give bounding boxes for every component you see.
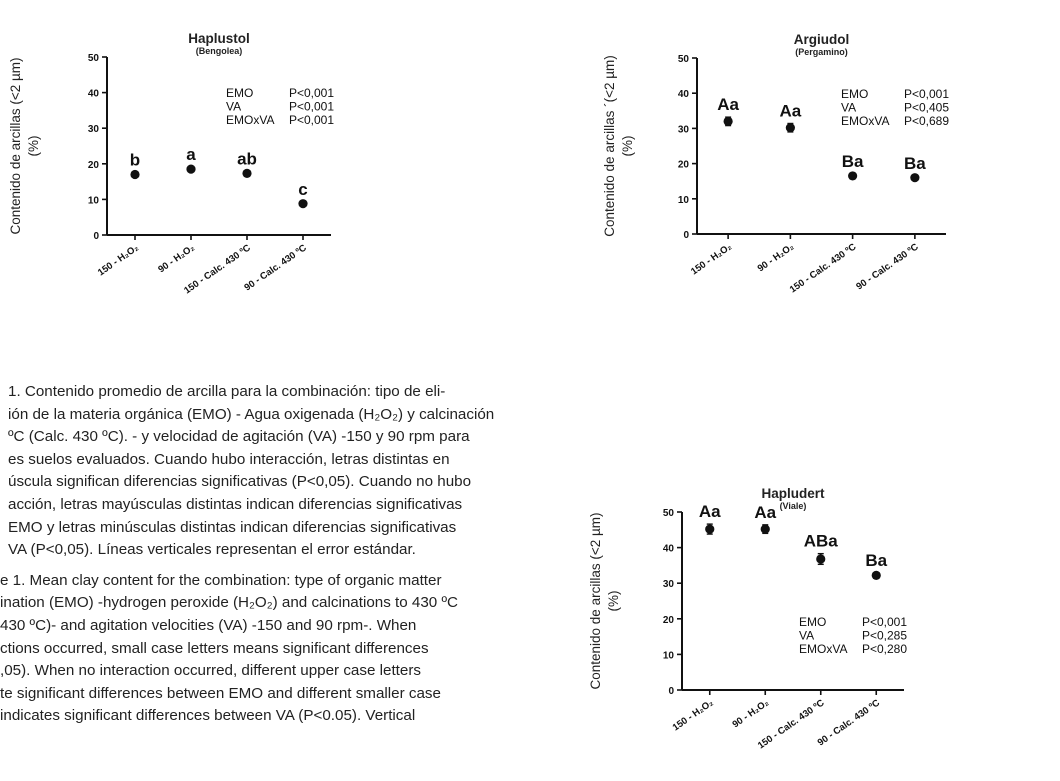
caption-es-line: ión de la materia orgánica (EMO) - Agua …: [8, 405, 495, 423]
stat-name: EMO: [226, 86, 253, 100]
figure-caption: 1. Contenido promedio de arcilla para la…: [0, 381, 496, 728]
point-label: ab: [237, 149, 257, 168]
data-point: [871, 570, 881, 580]
caption-en-line: te significant differences between EMO a…: [0, 684, 441, 702]
data-point: [186, 164, 196, 174]
y-tick-label: 10: [678, 195, 690, 206]
point-label: Aa: [717, 95, 739, 114]
stat-pvalue: P<0,001: [289, 113, 334, 127]
caption-en-line: indicates significant differences betwee…: [0, 707, 416, 725]
caption-english: e 1. Mean clay content for the combinati…: [0, 570, 496, 728]
stat-pvalue: P<0,689: [904, 114, 949, 128]
y-tick-label: 40: [88, 89, 100, 100]
x-tick-label: 150 - H₂O₂: [671, 697, 716, 733]
point-label: c: [298, 180, 307, 199]
y-axis-label: Contenido de arcillas (<2 µm): [588, 513, 603, 690]
caption-es-line: VA (P<0,05). Líneas verticales represent…: [8, 541, 416, 559]
data-point: [910, 173, 920, 183]
chart-haplustol: Haplustol (Bengolea) 0 10 20 30 40 50 150 - H₂O₂…: [0, 0, 530, 380]
stat-pvalue: P<0,001: [289, 100, 334, 114]
y-tick-label: 0: [668, 686, 674, 697]
caption-es-line: es suelos evaluados. Cuando hubo interac…: [8, 450, 450, 468]
y-tick-label: 30: [678, 124, 690, 135]
data-point: [242, 168, 252, 179]
y-tick-label: 50: [88, 53, 100, 64]
stat-name: EMO: [799, 615, 826, 629]
chart-title: Argiudol: [794, 32, 850, 47]
point-label: Aa: [754, 503, 776, 522]
y-tick-label: 10: [88, 195, 100, 206]
stat-name: EMOxVA: [841, 114, 889, 128]
data-point: [848, 171, 858, 181]
stat-pvalue: P<0,001: [289, 86, 334, 100]
y-tick-label: 30: [88, 124, 100, 135]
stat-pvalue: P<0,405: [904, 101, 949, 115]
x-tick-label: 90 - Calc. 430 ºC: [816, 697, 882, 748]
data-point: [816, 554, 826, 564]
stat-name: EMOxVA: [226, 113, 274, 127]
chart-title: Hapludert: [761, 486, 825, 501]
y-tick-label: 20: [88, 160, 100, 171]
data-point: [760, 524, 770, 534]
caption-en-line: ctions occurred, small case letters mean…: [0, 639, 429, 657]
caption-es-line: acción, letras mayúsculas distintas indi…: [8, 495, 463, 513]
y-axis-label: Contenido de arcillas ´(<2 µm): [602, 55, 617, 236]
stat-name: VA: [841, 101, 856, 115]
y-tick-label: 30: [663, 579, 675, 590]
data-point: [723, 116, 733, 126]
y-tick-label: 50: [663, 508, 675, 519]
caption-en-line: ination (EMO) -hydrogen peroxide (H₂O₂) …: [0, 594, 458, 612]
caption-en-line: e 1. Mean clay content for the combinati…: [0, 571, 442, 589]
chart-subtitle: (Pergamino): [795, 47, 848, 57]
chart-argiudol: Argiudol (Pergamino) 0 10 20 30 40 50 150 - H₂O₂…: [0, 0, 1060, 380]
y-axis-unit: (%): [606, 591, 621, 612]
chart-subtitle: (Bengolea): [196, 46, 243, 56]
point-label: Ba: [842, 152, 864, 171]
data-point: [298, 199, 308, 209]
y-tick-label: 0: [93, 231, 99, 242]
data-point: [130, 169, 140, 180]
y-axis-unit: (%): [26, 136, 41, 157]
stat-name: EMO: [841, 87, 868, 101]
y-tick-label: 40: [678, 89, 690, 100]
stat-pvalue: P<0,285: [862, 629, 907, 643]
stat-pvalue: P<0,001: [862, 615, 907, 629]
stat-name: VA: [226, 100, 241, 114]
chart-title: Haplustol: [188, 31, 250, 46]
caption-en-line: ,05). When no interaction occurred, diff…: [0, 662, 421, 680]
y-axis-label: Contenido de arcillas (<2 µm): [8, 58, 23, 235]
stat-pvalue: P<0,280: [862, 642, 907, 656]
point-label: a: [186, 145, 196, 164]
y-tick-label: 10: [663, 650, 675, 661]
y-tick-label: 40: [663, 544, 675, 555]
y-axis-unit: (%): [620, 136, 635, 157]
y-tick-label: 50: [678, 54, 690, 65]
chart-subtitle: (Viale): [780, 501, 807, 511]
caption-es-line: EMO y letras minúsculas distintas indica…: [8, 518, 457, 536]
stat-pvalue: P<0,001: [904, 87, 949, 101]
point-label: Aa: [699, 502, 721, 521]
y-tick-label: 20: [678, 160, 690, 171]
point-label: Ba: [904, 154, 926, 173]
caption-en-line: 430 ºC)- and agitation velocities (VA) -…: [0, 616, 417, 634]
caption-spanish: 1. Contenido promedio de arcilla para la…: [8, 381, 496, 562]
stat-name: EMOxVA: [799, 642, 847, 656]
data-point: [705, 524, 715, 534]
caption-es-line: úscula significan diferencias significat…: [8, 473, 472, 491]
data-point: [785, 123, 795, 133]
y-tick-label: 20: [663, 615, 675, 626]
stat-name: VA: [799, 629, 814, 643]
y-tick-label: 0: [683, 230, 689, 241]
caption-es-line: ºC (Calc. 430 ºC). - y velocidad de agit…: [8, 428, 470, 446]
point-label: Ba: [865, 551, 887, 570]
x-tick-label: 90 - H₂O₂: [731, 697, 771, 730]
caption-es-line: 1. Contenido promedio de arcilla para la…: [8, 383, 446, 400]
point-label: Aa: [780, 101, 802, 120]
point-label: b: [130, 150, 140, 169]
point-label: ABa: [804, 532, 839, 551]
